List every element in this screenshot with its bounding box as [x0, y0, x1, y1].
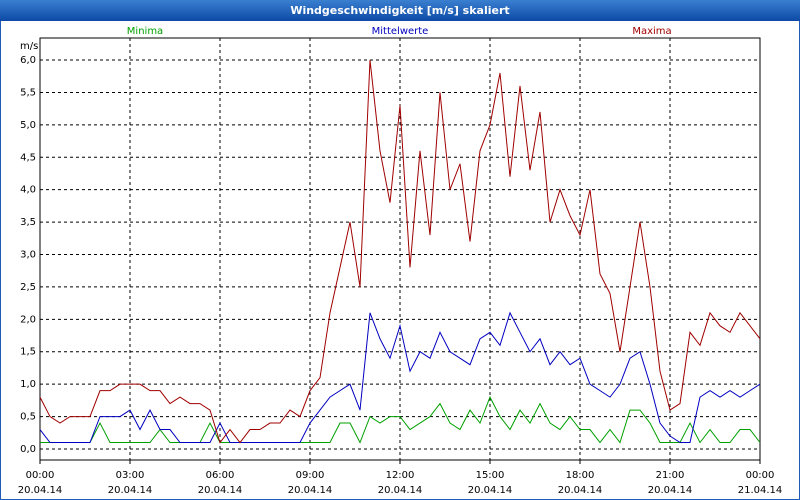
- title-bar: [0, 0, 800, 21]
- y-unit: m/s: [20, 41, 38, 52]
- x-tick-date: 20.04.14: [108, 485, 153, 496]
- x-tick-label: 00:00: [26, 470, 55, 481]
- y-tick-label: 6,0: [20, 55, 36, 66]
- y-tick-label: 1,5: [20, 347, 36, 358]
- y-tick-label: 3,0: [20, 250, 36, 261]
- y-tick-label: 0,5: [20, 412, 36, 423]
- x-tick-label: 06:00: [206, 470, 235, 481]
- series-line: [39, 311, 761, 443]
- chart-title: Windgeschwindigkeit [m/s] skaliert: [290, 4, 509, 17]
- x-tick-date: 20.04.14: [558, 485, 603, 496]
- x-tick-label: 00:00: [746, 470, 775, 481]
- x-tick-date: 20.04.14: [378, 485, 423, 496]
- y-tick-label: 3,5: [20, 217, 36, 228]
- x-tick-label: 15:00: [476, 470, 505, 481]
- legend-label: Minima: [127, 26, 163, 37]
- x-tick-date: 20.04.14: [288, 485, 333, 496]
- x-tick-date: 20.04.14: [18, 485, 63, 496]
- x-tick-date: 20.04.14: [648, 485, 693, 496]
- y-tick-label: 2,0: [20, 314, 36, 325]
- y-tick-label: 4,5: [20, 152, 36, 163]
- series-line: [39, 59, 761, 444]
- x-tick-label: 18:00: [566, 470, 595, 481]
- x-tick-label: 09:00: [296, 470, 325, 481]
- y-tick-label: 0,0: [20, 444, 36, 455]
- legend-label: Maxima: [632, 26, 671, 37]
- y-tick-label: 4,0: [20, 185, 36, 196]
- x-tick-date: 21.04.14: [738, 485, 783, 496]
- x-tick-label: 21:00: [656, 470, 685, 481]
- y-tick-label: 1,0: [20, 379, 36, 390]
- x-tick-label: 03:00: [116, 470, 145, 481]
- y-tick-label: 5,0: [20, 120, 36, 131]
- plot-frame: [39, 37, 761, 461]
- y-tick-label: 5,5: [20, 87, 36, 98]
- legend-label: Mittelwerte: [372, 26, 429, 37]
- y-tick-label: 2,5: [20, 282, 36, 293]
- x-tick-label: 12:00: [386, 470, 415, 481]
- x-tick-date: 20.04.14: [468, 485, 513, 496]
- x-tick-date: 20.04.14: [198, 485, 243, 496]
